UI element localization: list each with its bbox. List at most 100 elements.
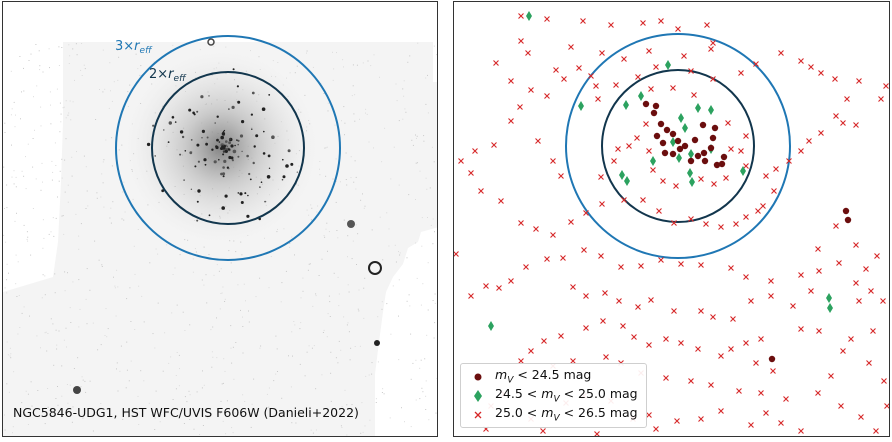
noise-pixel xyxy=(10,114,12,116)
noise-pixel xyxy=(332,178,334,180)
x-marker xyxy=(853,122,859,128)
noise-pixel xyxy=(66,384,68,385)
noise-pixel xyxy=(366,113,368,115)
x-marker xyxy=(603,354,609,360)
noise-pixel xyxy=(299,363,301,365)
noise-pixel xyxy=(394,244,396,246)
noise-pixel xyxy=(58,65,60,66)
x-marker xyxy=(570,284,576,290)
noise-pixel xyxy=(327,102,329,104)
noise-pixel xyxy=(429,187,431,189)
x-marker xyxy=(815,390,821,396)
noise-pixel xyxy=(423,140,425,142)
noise-pixel xyxy=(337,237,339,239)
noise-pixel xyxy=(14,220,16,222)
circle-marker xyxy=(707,144,715,152)
noise-pixel xyxy=(290,386,292,388)
noise-pixel xyxy=(316,211,318,213)
noise-pixel xyxy=(58,46,60,48)
noise-pixel xyxy=(79,386,81,388)
x-marker xyxy=(718,408,724,414)
x-marker xyxy=(483,283,489,289)
noise-pixel xyxy=(352,85,354,87)
noise-pixel xyxy=(182,311,184,313)
point-source xyxy=(251,128,253,130)
noise-pixel xyxy=(47,333,49,334)
noise-pixel xyxy=(207,417,209,419)
noise-pixel xyxy=(71,175,73,177)
noise-pixel xyxy=(368,141,370,143)
noise-pixel xyxy=(320,82,322,84)
point-source xyxy=(201,137,203,139)
noise-pixel xyxy=(54,273,56,275)
noise-pixel xyxy=(100,403,102,404)
noise-pixel xyxy=(57,196,58,198)
noise-pixel xyxy=(30,381,32,383)
noise-pixel xyxy=(405,111,407,113)
noise-pixel xyxy=(337,362,339,364)
diamond-marker xyxy=(670,137,676,147)
noise-pixel xyxy=(415,242,417,244)
noise-pixel xyxy=(62,215,64,217)
x-marker xyxy=(550,232,556,238)
noise-pixel xyxy=(64,271,66,273)
noise-pixel xyxy=(60,121,62,123)
noise-pixel xyxy=(392,285,394,287)
point-source xyxy=(241,150,243,153)
x-marker xyxy=(695,346,701,352)
noise-pixel xyxy=(235,251,237,253)
x-marker xyxy=(646,412,652,418)
noise-pixel xyxy=(21,170,23,172)
x-marker xyxy=(718,353,724,359)
x-marker xyxy=(818,70,824,76)
noise-pixel xyxy=(21,91,22,93)
noise-pixel xyxy=(203,284,205,286)
noise-pixel xyxy=(344,122,346,124)
point-source xyxy=(190,188,193,190)
diamond-marker xyxy=(623,100,629,110)
circle-marker xyxy=(687,157,695,165)
x-marker xyxy=(738,70,744,76)
point-source xyxy=(237,143,239,146)
noise-pixel xyxy=(166,244,168,246)
noise-pixel xyxy=(371,229,373,231)
noise-pixel xyxy=(157,302,159,304)
noise-pixel xyxy=(37,408,39,410)
x-marker xyxy=(472,148,478,154)
noise-pixel xyxy=(86,190,88,192)
noise-pixel xyxy=(4,429,6,431)
noise-pixel xyxy=(69,100,71,102)
noise-pixel xyxy=(356,64,358,66)
x-marker xyxy=(581,247,587,253)
noise-pixel xyxy=(241,254,243,256)
noise-pixel xyxy=(59,131,61,133)
x-marker xyxy=(674,418,680,424)
x-marker xyxy=(618,264,624,270)
noise-pixel xyxy=(299,328,301,330)
x-marker xyxy=(635,74,641,80)
noise-pixel xyxy=(336,52,337,54)
noise-pixel xyxy=(416,137,417,139)
noise-pixel xyxy=(172,274,174,275)
noise-pixel xyxy=(64,159,66,161)
x-marker xyxy=(646,148,652,154)
noise-pixel xyxy=(419,367,421,369)
noise-pixel xyxy=(67,201,69,203)
circle-marker xyxy=(844,216,852,224)
noise-pixel xyxy=(6,279,8,281)
noise-pixel xyxy=(323,329,325,331)
circle-marker xyxy=(659,139,667,147)
noise-pixel xyxy=(435,412,437,414)
noise-pixel xyxy=(106,336,108,338)
x-marker xyxy=(675,26,681,32)
noise-pixel xyxy=(275,373,277,375)
x-marker xyxy=(648,86,654,92)
noise-pixel xyxy=(356,264,357,265)
noise-pixel xyxy=(32,166,34,168)
x-marker xyxy=(620,323,626,329)
noise-pixel xyxy=(61,365,63,367)
noise-pixel xyxy=(403,95,405,97)
legend-item-faint: 25.0 < mV < 26.5 mag xyxy=(467,405,638,424)
x-marker xyxy=(550,158,556,164)
x-marker xyxy=(816,328,822,334)
